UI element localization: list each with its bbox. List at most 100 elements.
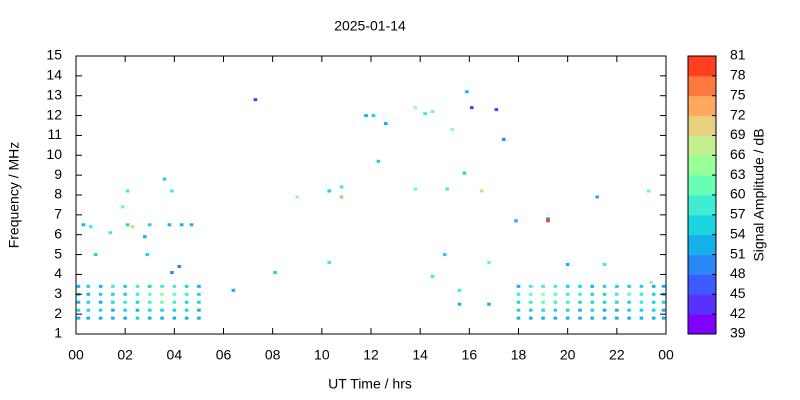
- colorbar-band: [688, 254, 716, 275]
- data-point: [651, 284, 656, 288]
- data-point: [160, 292, 164, 296]
- y-tick-label: 11: [47, 126, 62, 142]
- data-point: [590, 308, 595, 312]
- y-tick-label: 3: [54, 285, 62, 301]
- data-point: [123, 284, 127, 288]
- data-point: [295, 195, 300, 199]
- data-point: [184, 300, 189, 304]
- data-point: [86, 316, 91, 320]
- data-point: [376, 159, 381, 163]
- colorbar-tick-label: 63: [730, 166, 746, 182]
- data-point: [639, 292, 644, 296]
- data-point: [364, 114, 368, 118]
- data-point: [602, 300, 607, 304]
- data-point: [86, 292, 91, 296]
- x-tick-label: 12: [363, 347, 379, 363]
- data-point: [76, 300, 81, 304]
- data-point: [565, 316, 570, 320]
- data-point: [651, 292, 656, 296]
- colorbar-tick-label: 60: [730, 186, 746, 202]
- data-point: [661, 284, 666, 288]
- data-point: [516, 292, 521, 296]
- data-point: [111, 316, 115, 320]
- data-point: [615, 292, 619, 296]
- y-tick-label: 6: [54, 225, 62, 241]
- data-point: [553, 284, 558, 288]
- data-point: [627, 308, 631, 312]
- data-point: [125, 189, 130, 193]
- data-point: [160, 316, 164, 320]
- data-point: [123, 308, 127, 312]
- data-point: [578, 316, 582, 320]
- data-point: [462, 171, 467, 175]
- data-point: [111, 308, 115, 312]
- data-point: [627, 284, 631, 288]
- data-point: [651, 316, 656, 320]
- x-tick-label: 10: [314, 347, 330, 363]
- x-tick-label: 04: [167, 347, 183, 363]
- y-tick-label: 7: [54, 206, 62, 222]
- data-point: [147, 223, 152, 227]
- data-point: [162, 177, 167, 181]
- y-tick-label: 8: [54, 186, 62, 202]
- y-tick-label: 15: [46, 47, 62, 63]
- data-point: [602, 292, 607, 296]
- colorbar-tick-label: 78: [730, 67, 746, 83]
- data-point: [143, 235, 147, 239]
- data-point: [145, 253, 150, 257]
- chart-title: 2025-01-14: [334, 18, 406, 34]
- data-point: [197, 308, 201, 312]
- data-point: [639, 284, 644, 288]
- data-point: [184, 284, 189, 288]
- x-tick-label: 00: [658, 347, 674, 363]
- y-tick-label: 1: [54, 325, 62, 341]
- data-point: [160, 284, 164, 288]
- colorbar-band: [688, 294, 716, 315]
- data-point: [627, 292, 631, 296]
- data-point: [172, 300, 177, 304]
- y-tick-label: 10: [46, 146, 62, 162]
- data-point: [487, 302, 491, 306]
- data-point: [528, 308, 533, 312]
- data-point: [197, 316, 201, 320]
- data-point: [76, 308, 81, 312]
- data-point: [602, 263, 607, 266]
- data-point: [170, 189, 174, 193]
- data-point: [160, 300, 164, 304]
- data-point: [430, 110, 435, 114]
- data-point: [189, 223, 194, 227]
- data-point: [553, 300, 558, 304]
- data-point: [98, 284, 103, 288]
- data-point: [578, 300, 582, 304]
- colorbar-band: [688, 274, 716, 295]
- colorbar-band: [688, 214, 716, 236]
- data-point: [147, 308, 152, 312]
- data-point: [86, 308, 91, 312]
- data-point: [590, 284, 595, 288]
- y-tick-label: 2: [54, 305, 62, 321]
- data-point: [639, 300, 644, 304]
- colorbar-tick-label: 57: [730, 206, 746, 222]
- data-point: [649, 280, 654, 284]
- colorbar-tick-label: 48: [730, 265, 746, 281]
- data-point: [661, 316, 666, 320]
- data-point: [469, 106, 474, 110]
- data-point: [179, 223, 184, 227]
- data-point: [125, 223, 130, 227]
- data-point: [615, 300, 619, 304]
- data-point: [646, 189, 651, 193]
- data-point: [413, 106, 418, 110]
- data-point: [339, 185, 344, 189]
- data-point: [197, 292, 201, 296]
- x-tick-label: 00: [68, 347, 84, 363]
- x-tick-label: 20: [560, 347, 576, 363]
- data-point: [147, 284, 152, 288]
- data-point: [76, 316, 81, 320]
- colorbar-band: [688, 195, 716, 216]
- data-point: [661, 300, 666, 304]
- data-point: [479, 189, 484, 193]
- data-point: [661, 308, 666, 312]
- data-point: [494, 108, 499, 112]
- colorbar-label: Signal Amplitude / dB: [751, 128, 767, 261]
- data-point: [108, 231, 113, 235]
